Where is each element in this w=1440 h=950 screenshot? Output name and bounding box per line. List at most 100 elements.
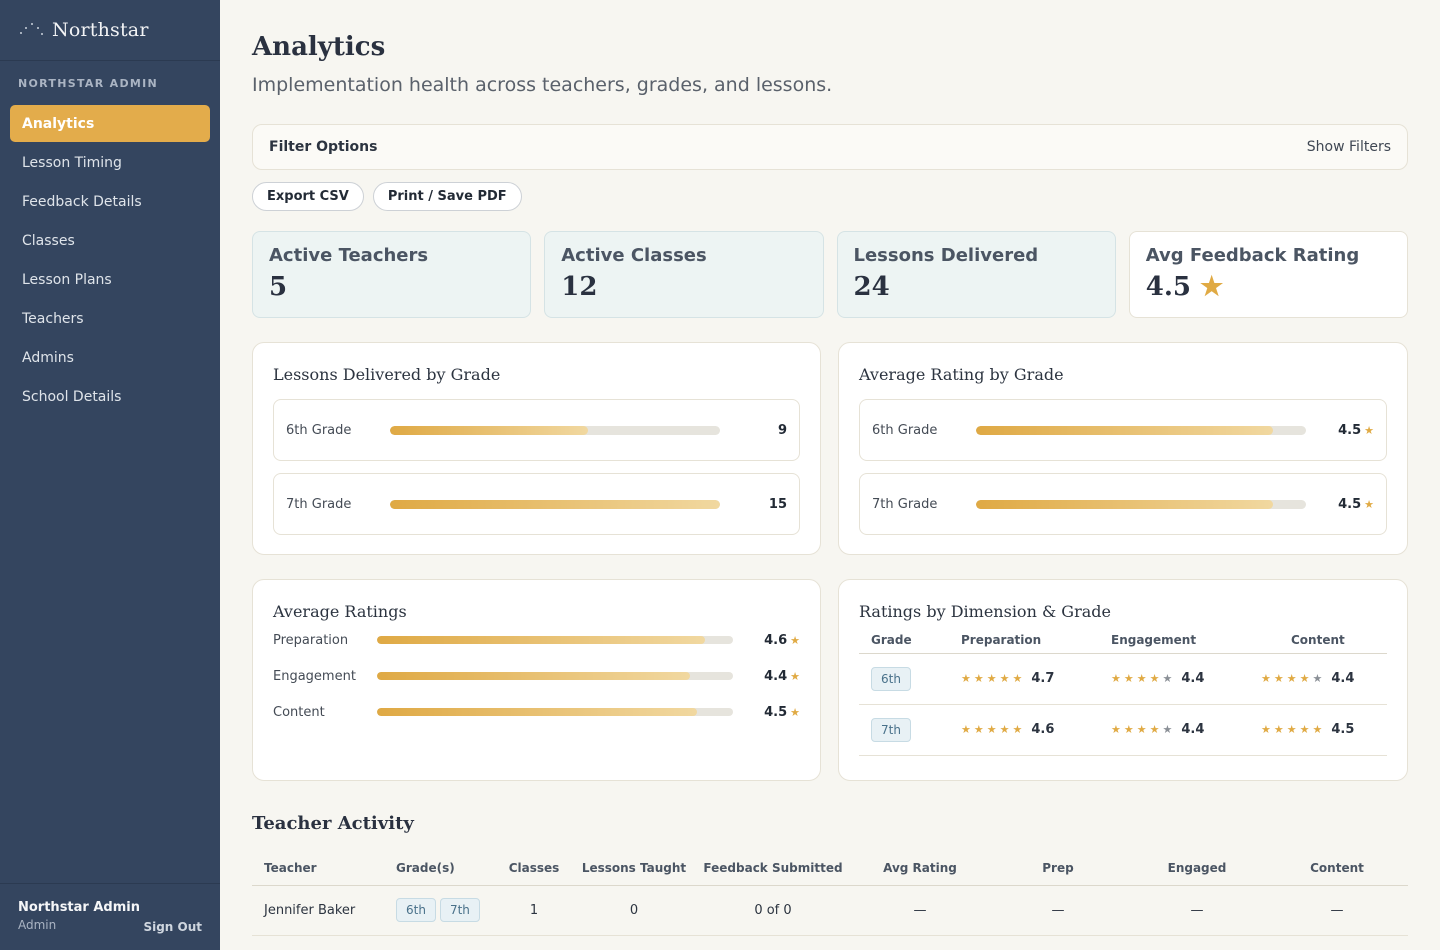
rating-bar-row: Content 4.5 ★ [273,694,800,730]
rating-value: 4.4 ★ [764,669,800,684]
star-icon: ★ [1312,672,1326,685]
stat-value: 24 [853,272,890,302]
rating-score: 4.6 [1031,722,1055,737]
bar-value: 4.5 ★ [1338,423,1374,438]
lessons-by-grade-card: Lessons Delivered by Grade 6th Grade 9 7… [252,342,821,555]
star-icon: ★ [1111,672,1124,685]
filter-options-panel[interactable]: Filter Options Show Filters [252,124,1408,170]
star-icon: ★ [1299,723,1313,736]
star-icon: ★ [973,672,987,685]
brand-name: Northstar [52,19,149,41]
star-icon: ★ [1162,672,1176,685]
star-icon: ★ [1123,723,1137,736]
average-ratings-card: Average Ratings Preparation 4.6 ★ Engagem… [252,579,821,781]
grade-label: 6th Grade [286,422,352,438]
action-buttons: Export CSV Print / Save PDF [252,182,1408,211]
col-classes[interactable]: Classes [494,851,574,886]
teacher-activity-title: Teacher Activity [252,813,414,834]
rating-score: 4.4 [1181,671,1205,686]
bar-track [377,672,733,680]
col-prep[interactable]: Prep [988,851,1128,886]
bar-fill [377,672,691,680]
col-content[interactable]: Content [1266,851,1408,886]
sidebar-user: Northstar Admin Admin Sign Out [0,883,220,950]
export-csv-button[interactable]: Export CSV [252,182,364,211]
bar-track [976,425,1306,435]
star-icon: ★ [1162,723,1176,736]
sign-out-link[interactable]: Sign Out [143,920,202,934]
rating-number: 4.4 [764,668,788,684]
table-row[interactable]: Jennifer Baker 6th 7th 1 0 0 of 0 — — — — [252,885,1408,936]
sidebar-nav: Analytics Lesson Timing Feedback Details… [0,105,220,415]
grade-pill: 7th [439,898,480,922]
page-title: Analytics [252,32,386,62]
star-icon: ★ [1149,672,1163,685]
bar-track [377,708,733,716]
sidebar-item-lesson-plans[interactable]: Lesson Plans [22,271,112,288]
col-preparation: Preparation [961,627,1111,654]
stat-value: 4.5 ★ [1146,272,1391,302]
rating-bar-row: Preparation 4.6 ★ [273,622,800,658]
show-filters-button[interactable]: Show Filters [1306,139,1391,155]
star-icon: ★ [1012,672,1026,685]
star-icon: ★ [1136,723,1150,736]
col-avg-rating[interactable]: Avg Rating [852,851,988,886]
col-lessons-taught[interactable]: Lessons Taught [574,851,694,886]
print-pdf-button[interactable]: Print / Save PDF [372,182,522,211]
col-engaged[interactable]: Engaged [1128,851,1266,886]
star-icon: ★ [1136,672,1150,685]
card-title: Lessons Delivered by Grade [273,365,501,384]
rating-label: Engagement [273,668,356,684]
star-icon: ★ [961,723,974,736]
star-icon: ★ [1012,723,1026,736]
rating-number: 4.6 [764,632,788,648]
rating-score: 4.7 [1031,671,1055,686]
stat-value: 5 [269,272,288,302]
rating-value: 4.5 ★ [764,705,800,720]
sidebar-item-admins[interactable]: Admins [22,349,74,366]
table-row: 7th ★★★★★ 4.6 ★★★★★ 4.4 ★★★★★ 4.5 [859,704,1387,756]
card-title: Average Rating by Grade [859,365,1064,384]
star-rating: ★★★★★ [961,672,1025,685]
bar-track [377,636,733,644]
star-icon: ★ [1273,723,1287,736]
card-title: Ratings by Dimension & Grade [859,602,1111,621]
rating-number: 4.5 [1338,496,1362,512]
bar-fill [976,499,1273,509]
rating-value: 4.6 ★ [764,633,800,648]
ratings-by-dimension-card: Ratings by Dimension & Grade Grade Prepa… [838,579,1408,781]
brand[interactable]: Northstar [0,0,220,61]
bar-value: 9 [777,422,787,438]
user-name: Northstar Admin [18,900,140,915]
star-icon: ★ [790,705,800,719]
bar-value: 15 [768,496,787,512]
stat-value: 12 [561,272,598,302]
stat-label: Avg Feedback Rating [1145,245,1360,266]
bar-track [976,499,1306,509]
sidebar-section-label: NORTHSTAR ADMIN [18,77,159,90]
constellation-icon [18,20,46,40]
sidebar-item-school-details[interactable]: School Details [22,388,122,405]
sidebar: Northstar NORTHSTAR ADMIN Analytics Less… [0,0,220,950]
col-feedback-submitted[interactable]: Feedback Submitted [694,851,852,886]
sidebar-item-classes[interactable]: Classes [22,232,75,249]
engaged-value: — [1128,885,1266,936]
stat-avg-feedback-rating: Avg Feedback Rating 4.5 ★ [1128,231,1408,318]
col-teacher[interactable]: Teacher [252,851,384,886]
grade-pill: 6th [396,898,436,922]
teacher-name: Jennifer Baker [252,885,384,936]
sidebar-item-feedback-details[interactable]: Feedback Details [22,193,142,210]
sidebar-item-analytics[interactable]: Analytics [10,105,210,142]
rating-label: Content [273,704,325,720]
star-icon: ★ [986,672,1000,685]
col-grade: Grade [859,627,961,654]
grade-charts-row: Lessons Delivered by Grade 6th Grade 9 7… [252,342,1408,555]
sidebar-item-teachers[interactable]: Teachers [22,310,84,327]
stat-active-teachers: Active Teachers 5 [252,231,532,318]
avg-rating-value: — [852,885,988,936]
star-icon: ★ [1286,672,1300,685]
prep-value: — [988,885,1128,936]
sidebar-item-lesson-timing[interactable]: Lesson Timing [22,154,122,171]
rating-by-grade-card: Average Rating by Grade 6th Grade 4.5 ★ 7… [838,342,1408,555]
col-grades[interactable]: Grade(s) [384,851,494,886]
